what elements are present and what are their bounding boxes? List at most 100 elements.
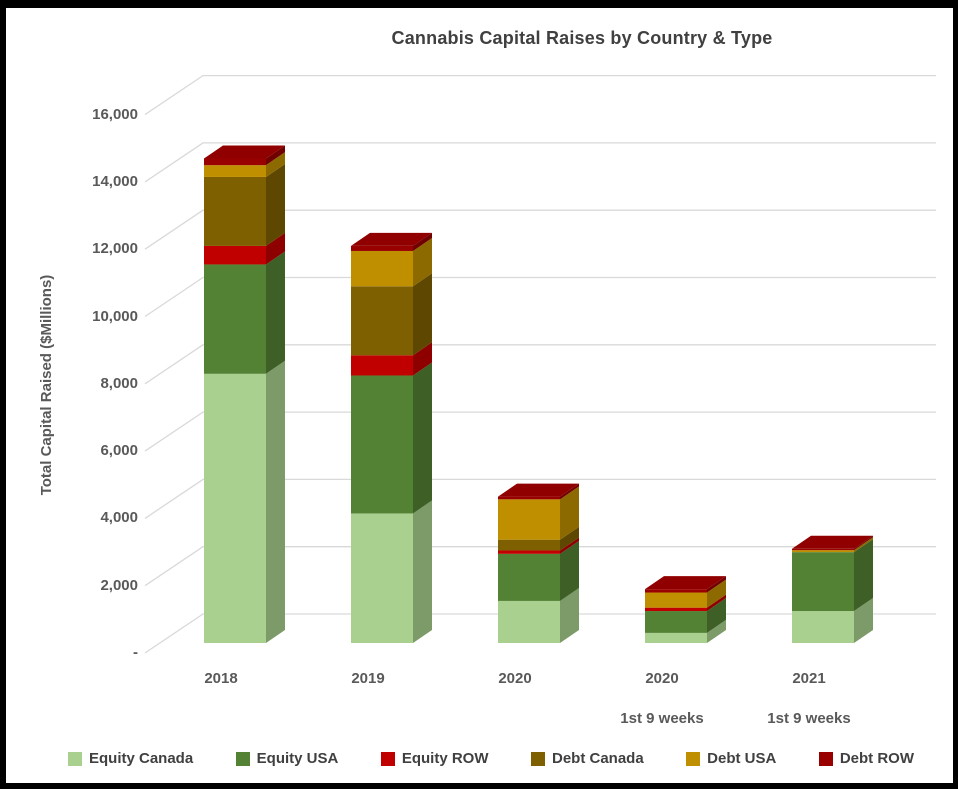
- legend-swatch-icon: [686, 751, 701, 766]
- segment-side: [560, 587, 579, 643]
- segment-side: [707, 576, 726, 593]
- segment-front-equity-usa: [204, 264, 266, 374]
- y-tick-label: 14,000: [92, 172, 138, 190]
- segment-side: [413, 500, 432, 643]
- x-category-label: 2020: [645, 670, 679, 687]
- segment-front-debt-canada: [204, 176, 266, 246]
- segment-side: [707, 619, 726, 643]
- legend-label: Debt ROW: [839, 750, 914, 767]
- gridline: [144, 74, 936, 116]
- segment-top: [204, 145, 285, 159]
- legend-item-equity-row: Equity ROW: [380, 750, 489, 767]
- segment-side: [266, 145, 285, 166]
- legend-swatch-icon: [531, 751, 545, 766]
- legend-swatch-icon: [235, 751, 250, 766]
- y-tick-label: 2,000: [100, 576, 138, 594]
- segment-front-equity-usa: [498, 553, 560, 601]
- legend-swatch-icon: [818, 751, 833, 766]
- x-category-label: 2020: [498, 670, 532, 687]
- segment-side: [707, 579, 726, 608]
- legend-item-debt-row: Debt ROW: [818, 750, 914, 767]
- segment-top: [351, 232, 432, 246]
- y-tick-label: 8,000: [100, 374, 138, 392]
- legend-swatch-icon: [68, 751, 82, 766]
- gridline: [144, 411, 936, 452]
- segment-side: [854, 598, 873, 643]
- segment-front-equity-canada: [351, 513, 413, 643]
- bar-2018: [204, 145, 285, 643]
- gridline: [144, 209, 936, 250]
- chart-canvas: Cannabis Capital Raises by Country & Typ…: [6, 8, 953, 783]
- segment-front-debt-usa: [351, 250, 413, 287]
- bar-2019: [351, 232, 432, 643]
- x-category-label: 2019: [351, 670, 385, 687]
- legend-item-equity-usa: Equity USA: [235, 750, 338, 767]
- bar-2021-1st-9-weeks: [792, 535, 873, 643]
- x-category-label: 2018: [204, 670, 238, 687]
- y-tick-label: 12,000: [92, 240, 138, 258]
- segment-side: [854, 537, 873, 553]
- segment-side: [266, 360, 285, 643]
- segment-side: [413, 362, 432, 514]
- legend-label: Debt Canada: [552, 750, 644, 767]
- segment-front-equity-usa: [792, 552, 854, 612]
- legend-label: Equity Canada: [89, 750, 194, 767]
- segment-side: [854, 535, 873, 551]
- segment-front-debt-canada: [498, 539, 560, 551]
- segment-front-debt-usa: [204, 165, 266, 177]
- y-tick-label: 10,000: [92, 307, 138, 325]
- segment-front-debt-row: [351, 245, 413, 251]
- segment-side: [266, 163, 285, 246]
- segment-side: [560, 537, 579, 554]
- segment-side: [560, 486, 579, 540]
- chart-title: Cannabis Capital Raises by Country & Typ…: [391, 28, 773, 48]
- segment-front-equity-usa: [645, 611, 707, 633]
- segment-side: [707, 598, 726, 633]
- segment-front-debt-canada: [351, 286, 413, 356]
- segment-side: [560, 526, 579, 551]
- segment-side: [413, 273, 432, 356]
- legend-item-debt-canada: Debt Canada: [531, 750, 644, 767]
- segment-side: [560, 483, 579, 500]
- segment-front-debt-usa: [645, 592, 707, 608]
- segment-front-debt-row: [645, 589, 707, 593]
- y-tick-label: 6,000: [100, 442, 138, 460]
- legend-item-debt-usa: Debt USA: [686, 750, 776, 767]
- segment-front-debt-row: [792, 548, 854, 551]
- segment-side: [413, 232, 432, 251]
- x-category-label: 2021: [792, 670, 826, 687]
- segment-top: [792, 535, 873, 549]
- segment-side: [413, 342, 432, 376]
- segment-side: [266, 152, 285, 177]
- chart-legend: Equity Canada Equity USA Equity ROW Debt Ca…: [68, 750, 914, 767]
- segment-front-equity-canada: [792, 611, 854, 643]
- gridline: [144, 344, 936, 385]
- segment-front-equity-usa: [351, 375, 413, 514]
- segment-front-equity-row: [645, 607, 707, 612]
- segment-front-debt-row: [204, 158, 266, 166]
- legend-item-equity-canada: Equity Canada: [68, 750, 193, 767]
- segment-side: [266, 232, 285, 265]
- segment-front-equity-row: [204, 245, 266, 265]
- segment-side: [854, 539, 873, 612]
- segment-top: [498, 483, 579, 497]
- y-tick-label: 16,000: [92, 105, 138, 123]
- y-tick-label: 4,000: [100, 509, 138, 527]
- y-tick-label: -: [133, 644, 138, 661]
- segment-side: [560, 540, 579, 601]
- gridline: [144, 478, 936, 519]
- segment-front-debt-usa: [792, 550, 854, 553]
- segment-side: [266, 251, 285, 374]
- gridline: [144, 546, 936, 587]
- segment-front-equity-canada: [498, 600, 560, 643]
- segment-front-equity-row: [498, 550, 560, 554]
- segment-side: [707, 594, 726, 612]
- segment-top: [645, 576, 726, 590]
- gridline: [144, 142, 936, 183]
- legend-swatch-icon: [380, 751, 395, 766]
- segment-side: [413, 237, 432, 287]
- segment-front-debt-row: [498, 496, 560, 500]
- legend-label: Debt USA: [707, 750, 777, 767]
- segment-front-equity-canada: [204, 373, 266, 643]
- x-category-sublabel: 1st 9 weeks: [620, 710, 704, 727]
